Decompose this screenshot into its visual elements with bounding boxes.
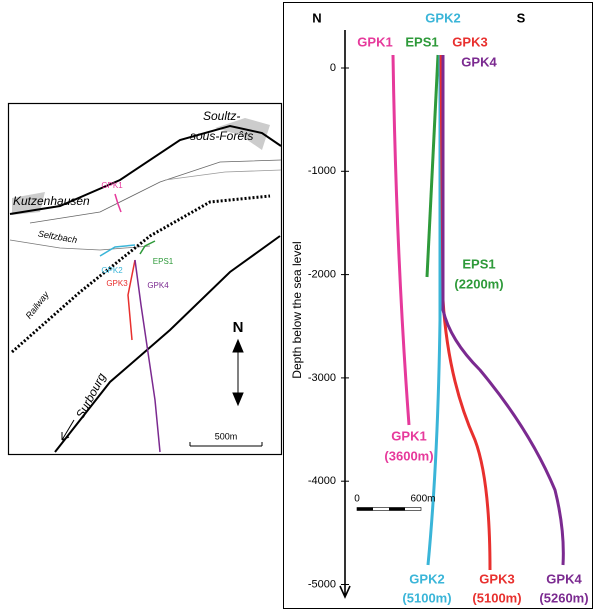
well-trace	[99, 244, 136, 257]
section-panel: N S 0 -1000 -2000 -3000 -4000 -5000 Depth bel…	[283, 2, 593, 609]
map-panel: Soultz- sous-Forêts Kutzenhausen Seltzba…	[7, 102, 283, 456]
town-label: Soultz-	[203, 109, 240, 123]
scale-label: 600m	[410, 494, 435, 505]
well-trace	[114, 193, 122, 213]
direction-label: N	[312, 10, 321, 25]
well-label: GPK4	[147, 281, 169, 290]
town-label: sous-Forêts	[190, 129, 253, 143]
well-label: GPK1	[357, 34, 392, 49]
tick-label: -2000	[308, 269, 336, 281]
well-trace	[127, 259, 136, 341]
well-end-label: (2200m)	[454, 276, 503, 291]
railway-line	[11, 194, 271, 354]
scale-bar-outline	[356, 507, 422, 511]
well-label: GPK2	[101, 266, 123, 275]
well-trace	[139, 240, 156, 255]
scale-label: 500m	[215, 431, 238, 441]
well-trajectory	[425, 54, 440, 278]
well-label: GPK1	[101, 181, 123, 190]
well-end-label: (5260m)	[539, 590, 588, 605]
well-end-label: GPK4	[546, 571, 582, 586]
road	[54, 235, 281, 453]
direction-arrow	[61, 419, 75, 441]
well-trajectory	[426, 55, 442, 566]
well-end-label: (5100m)	[402, 590, 451, 605]
main-road	[9, 124, 282, 215]
well-label: GPK2	[425, 10, 460, 25]
well-trajectory	[391, 54, 411, 426]
well-end-label: GPK1	[391, 428, 426, 443]
tick-label: -5000	[308, 578, 336, 590]
section-border	[283, 2, 593, 609]
well-end-label: EPS1	[462, 256, 495, 271]
well-end-label: (5100m)	[472, 590, 521, 605]
well-trace	[134, 259, 161, 453]
road	[29, 159, 282, 224]
tick-label: -3000	[308, 372, 336, 384]
town-label: Kutzenhausen	[13, 194, 90, 208]
map-border	[7, 102, 283, 456]
road	[164, 169, 282, 181]
depth-axis	[339, 30, 351, 599]
well-label: EPS1	[153, 257, 174, 266]
axis-label: Depth below the sea level	[290, 241, 304, 378]
well-trajectory	[439, 54, 492, 571]
well-end-label: GPK2	[409, 571, 444, 586]
tick-group: 0 -1000 -2000 -3000 -4000 -5000	[308, 62, 349, 590]
river-line	[9, 239, 151, 251]
scale-label: 0	[354, 494, 360, 505]
well-end-label: GPK3	[479, 571, 514, 586]
tick-label: -4000	[308, 475, 336, 487]
well-label: GPK4	[461, 54, 497, 69]
tick-label: -1000	[308, 165, 336, 177]
well-end-label: (3600m)	[384, 448, 433, 463]
well-label: GPK3	[106, 279, 128, 288]
well-label: GPK3	[452, 34, 487, 49]
north-label: N	[233, 319, 244, 336]
tick-label: 0	[330, 62, 336, 74]
well-label: EPS1	[405, 34, 438, 49]
compass	[232, 338, 244, 407]
scale-bar	[189, 442, 263, 447]
well-trajectory	[441, 55, 565, 566]
direction-label: S	[517, 10, 526, 25]
